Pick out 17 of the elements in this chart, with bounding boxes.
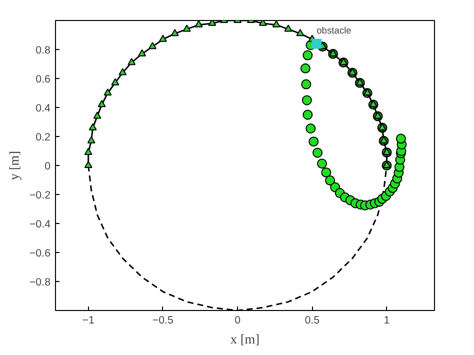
x-tick-label: −0.5	[152, 314, 174, 326]
x-tick-label: 1	[384, 314, 390, 326]
y-tick-label: 0.6	[36, 74, 51, 86]
y-tick-label: 0.4	[36, 102, 51, 114]
x-tick-label: 0	[234, 314, 241, 326]
x-axis-title: x [m]	[230, 332, 260, 346]
y-tick-label: 0	[44, 160, 51, 172]
y-tick-label: 0.2	[36, 132, 51, 144]
y-tick-label: −0.8	[29, 276, 51, 288]
y-tick-label: −0.4	[29, 218, 51, 230]
x-tick-label: 0.5	[304, 314, 320, 326]
y-axis-title: y [m]	[6, 150, 22, 180]
x-tick-label: −1	[82, 314, 94, 326]
y-tick-label: −0.2	[29, 190, 51, 202]
y-tick-label: 0.8	[36, 44, 51, 56]
y-tick-label: −0.6	[29, 248, 51, 260]
annotation: obstacle	[316, 26, 352, 36]
